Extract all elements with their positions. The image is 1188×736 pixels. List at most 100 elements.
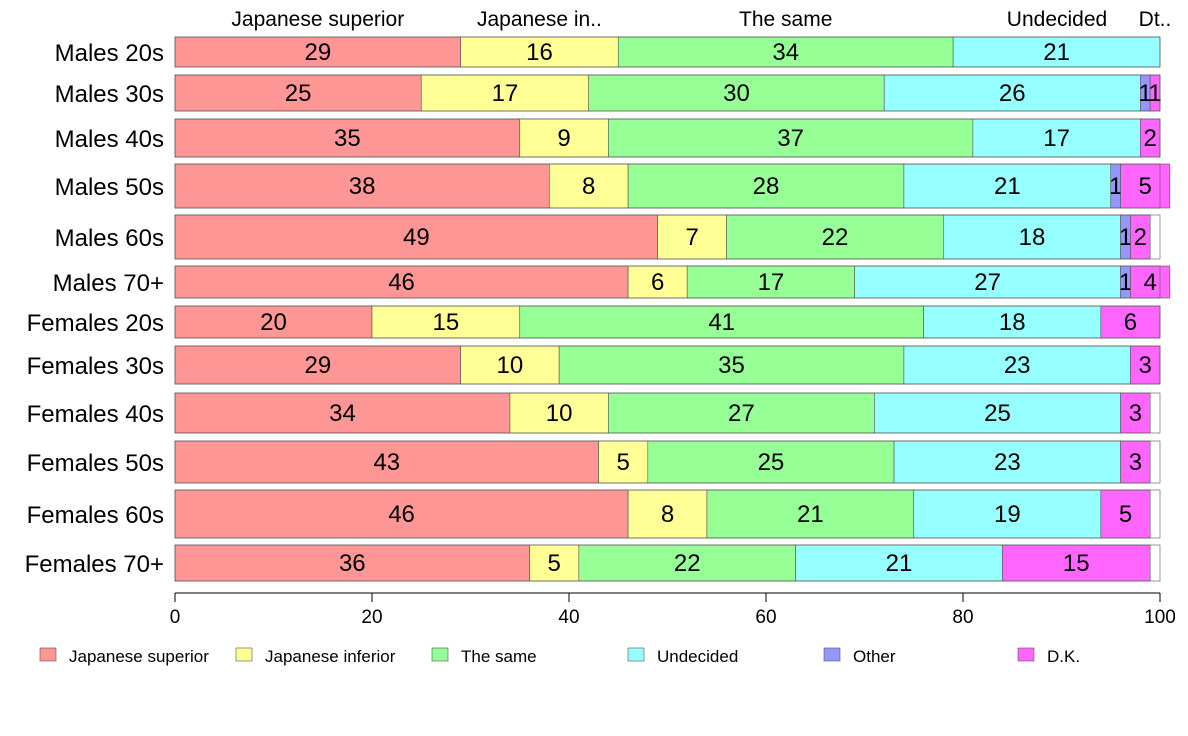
category-label: Females 70+ — [25, 551, 164, 578]
legend-swatch — [627, 647, 645, 662]
data-label: 43 — [373, 449, 400, 476]
data-label: 29 — [304, 39, 331, 66]
bar-segment — [519, 305, 924, 339]
bar-segment — [627, 265, 688, 299]
bar-segment — [942, 214, 1121, 260]
bar-segment — [174, 36, 461, 68]
data-label: 27 — [974, 269, 1001, 296]
data-label: 46 — [388, 269, 415, 296]
data-label: 3 — [1129, 449, 1142, 476]
data-label: 17 — [1043, 125, 1070, 152]
bar-outline — [174, 392, 1161, 434]
series-top-label: Japanese in.. — [477, 8, 602, 31]
data-label: 5 — [1119, 501, 1132, 528]
category-label: Females 40s — [27, 401, 164, 428]
bar-segment — [519, 118, 609, 158]
bar-outline — [174, 305, 1161, 339]
category-label: Females 50s — [27, 450, 164, 477]
category-label: Females 30s — [27, 353, 164, 380]
category-label: Males 40s — [55, 126, 164, 153]
bar-segment — [529, 544, 580, 582]
data-label: 1 — [1119, 224, 1132, 251]
data-label: 1 — [1139, 80, 1152, 107]
data-label: 5 — [548, 550, 561, 577]
data-label: 30 — [723, 80, 750, 107]
data-label: 20 — [260, 309, 287, 336]
data-label: 8 — [661, 501, 674, 528]
bar-segment — [903, 163, 1112, 209]
x-tick-label: 0 — [170, 607, 181, 628]
data-label: 10 — [546, 400, 573, 427]
data-label: 21 — [797, 501, 824, 528]
category-label: Males 20s — [55, 40, 164, 67]
bar-segment — [174, 489, 629, 539]
bar-segment — [558, 345, 905, 385]
bar-outline — [174, 489, 1161, 539]
bar-segment — [883, 74, 1141, 112]
bar-segment — [174, 214, 658, 260]
data-label: 2 — [1134, 224, 1147, 251]
data-label: 37 — [777, 125, 804, 152]
data-label: 28 — [753, 173, 780, 200]
data-label: 8 — [582, 173, 595, 200]
category-label: Females 60s — [27, 502, 164, 529]
bar-outline — [174, 74, 1161, 112]
bar-segment — [460, 36, 619, 68]
x-tick-label: 60 — [755, 607, 776, 628]
bar-segment — [174, 392, 511, 434]
bar-segment — [174, 544, 530, 582]
bar-segment — [420, 74, 589, 112]
bar-outline — [174, 345, 1161, 385]
data-label: 22 — [822, 224, 849, 251]
data-label: 6 — [651, 269, 664, 296]
data-label: 22 — [674, 550, 701, 577]
series-top-label: Undecided — [1007, 8, 1107, 31]
data-label: 18 — [999, 309, 1026, 336]
x-tick-label: 80 — [952, 607, 973, 628]
data-label: 25 — [758, 449, 785, 476]
data-label: 4 — [1143, 269, 1156, 296]
bar-segment — [548, 163, 629, 209]
bar-segment — [174, 345, 461, 385]
data-label: 3 — [1139, 352, 1152, 379]
bar-segment — [1100, 489, 1151, 539]
bar-outline — [174, 118, 1161, 158]
data-label: 3 — [1129, 400, 1142, 427]
legend-label: Undecided — [657, 647, 738, 666]
bar-segment — [174, 118, 521, 158]
bar-segment — [627, 489, 708, 539]
data-label: 1 — [1109, 173, 1122, 200]
data-label: 41 — [708, 309, 735, 336]
bar-segment — [795, 544, 1003, 582]
data-label: 16 — [526, 39, 553, 66]
data-label: 7 — [685, 224, 698, 251]
legend: Japanese superior Japanese inferior The sa… — [39, 647, 1080, 666]
legend-label: The same — [461, 647, 537, 666]
x-tick-label: 100 — [1144, 607, 1176, 628]
data-label: 25 — [984, 400, 1011, 427]
data-label: 1 — [1148, 80, 1161, 107]
bar-segment — [627, 163, 905, 209]
bar-segment — [371, 305, 521, 339]
legend-label: Japanese inferior — [265, 647, 396, 666]
category-label: Females 20s — [27, 310, 164, 337]
x-tick-label: 20 — [361, 607, 382, 628]
series-top-label: Dt.. — [1139, 8, 1172, 31]
data-label: 34 — [329, 400, 356, 427]
data-label: 1 — [1119, 269, 1132, 296]
data-label: 21 — [1043, 39, 1070, 66]
bar-segment — [874, 392, 1121, 434]
bar-outline — [174, 163, 1161, 209]
legend-label: Other — [853, 647, 896, 666]
data-label: 21 — [886, 550, 913, 577]
data-label: 18 — [1019, 224, 1046, 251]
legend-swatch — [823, 647, 841, 662]
data-label: 35 — [718, 352, 745, 379]
bar-segment — [657, 214, 727, 260]
bar-segment — [578, 544, 796, 582]
data-label: 19 — [994, 501, 1021, 528]
data-label: 23 — [994, 449, 1021, 476]
bar-outline — [174, 544, 1161, 582]
